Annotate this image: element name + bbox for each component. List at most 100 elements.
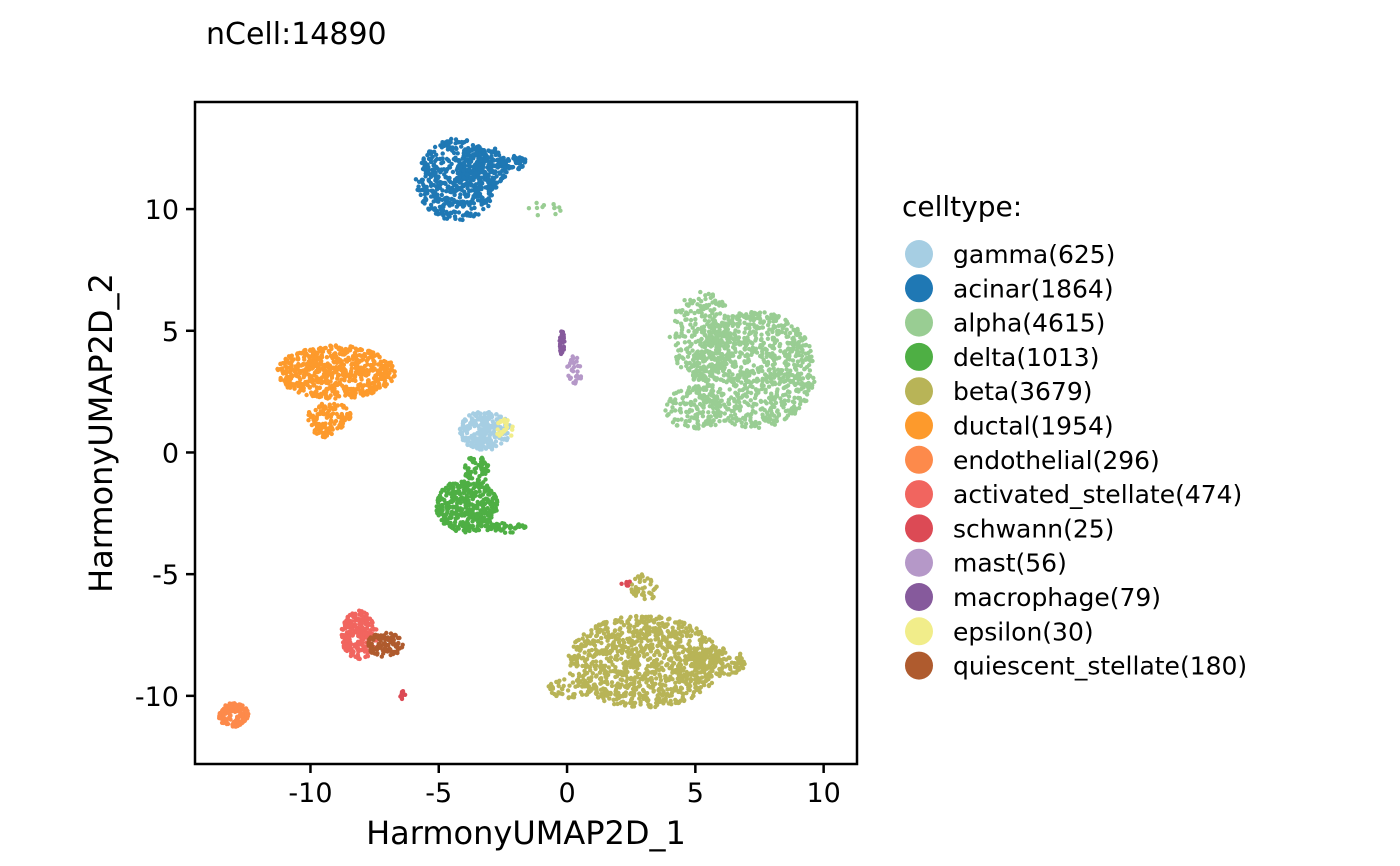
point-series-5 <box>303 367 308 372</box>
point-series-4 <box>697 638 702 643</box>
point-series-4 <box>645 629 651 634</box>
point-series-1 <box>426 165 431 170</box>
point-series-1 <box>460 156 465 161</box>
point-series-5 <box>322 389 327 394</box>
point-series-4 <box>661 655 666 660</box>
point-series-2 <box>683 402 688 407</box>
point-series-4 <box>602 650 607 655</box>
point-series-4 <box>634 685 639 691</box>
point-series-4 <box>637 693 643 698</box>
point-series-4 <box>737 659 742 665</box>
point-series-4 <box>594 687 599 692</box>
point-series-2 <box>690 301 695 306</box>
point-series-1 <box>446 144 451 149</box>
point-series-2 <box>748 398 753 403</box>
point-series-3 <box>438 490 444 495</box>
point-series-2 <box>760 415 766 420</box>
point-series-0 <box>494 412 499 417</box>
point-series-5 <box>360 357 366 362</box>
point-series-4 <box>604 619 609 625</box>
point-series-5 <box>312 393 317 398</box>
point-series-4 <box>603 626 608 632</box>
point-series-3 <box>468 524 473 530</box>
point-series-4 <box>643 636 649 641</box>
point-series-2 <box>803 336 808 341</box>
point-series-4 <box>620 637 626 643</box>
point-series-5 <box>347 413 352 419</box>
point-series-1 <box>468 211 473 216</box>
point-series-1 <box>473 194 478 199</box>
point-series-5 <box>349 366 354 371</box>
point-series-2 <box>722 303 728 308</box>
point-series-5 <box>306 412 311 418</box>
point-series-2 <box>786 398 791 403</box>
point-series-2 <box>735 378 741 383</box>
point-series-4 <box>591 654 596 659</box>
point-series-1 <box>442 172 447 177</box>
point-series-5 <box>340 383 345 388</box>
point-series-2 <box>749 420 754 425</box>
point-series-4 <box>593 674 599 679</box>
point-series-2 <box>781 393 786 398</box>
point-series-4 <box>574 654 579 659</box>
point-series-2 <box>758 407 763 412</box>
point-series-4 <box>594 624 600 630</box>
point-series-5 <box>389 367 395 372</box>
point-series-3 <box>450 511 456 516</box>
point-series-1 <box>442 180 448 186</box>
point-series-1 <box>514 160 520 165</box>
point-series-2 <box>551 202 556 207</box>
point-series-4 <box>693 649 699 655</box>
point-series-2 <box>763 387 768 392</box>
point-series-2 <box>733 333 738 338</box>
point-series-5 <box>320 366 325 371</box>
point-series-2 <box>784 334 789 339</box>
point-series-3 <box>470 458 475 463</box>
point-series-2 <box>706 382 711 387</box>
point-series-4 <box>648 664 653 669</box>
point-series-4 <box>646 698 651 703</box>
point-series-2 <box>767 327 772 332</box>
point-series-2 <box>673 335 678 340</box>
point-series-4 <box>588 641 593 646</box>
point-series-1 <box>455 151 460 156</box>
point-series-3 <box>489 515 494 520</box>
point-series-5 <box>337 359 343 364</box>
point-series-3 <box>442 520 447 525</box>
point-series-4 <box>664 624 669 629</box>
point-series-2 <box>780 325 785 330</box>
point-series-2 <box>737 408 743 413</box>
point-series-5 <box>317 385 322 391</box>
point-series-2 <box>783 330 788 336</box>
point-series-1 <box>497 170 502 175</box>
point-series-4 <box>632 656 638 661</box>
point-series-2 <box>714 338 719 344</box>
point-series-2 <box>771 319 776 324</box>
point-series-1 <box>468 176 473 181</box>
point-series-4 <box>579 656 584 661</box>
point-series-4 <box>641 590 646 595</box>
point-series-2 <box>790 358 796 363</box>
point-series-4 <box>652 586 658 591</box>
point-series-2 <box>750 368 755 374</box>
point-series-1 <box>448 201 454 206</box>
point-series-2 <box>699 314 705 319</box>
point-series-0 <box>482 434 487 439</box>
point-series-2 <box>748 383 753 389</box>
point-series-4 <box>654 700 659 706</box>
point-series-2 <box>799 357 804 362</box>
point-series-2 <box>672 318 678 324</box>
point-series-5 <box>339 411 344 417</box>
point-series-0 <box>489 445 495 450</box>
point-series-5 <box>308 358 313 363</box>
point-series-5 <box>324 433 330 438</box>
point-series-4 <box>560 686 565 692</box>
point-series-3 <box>459 481 465 487</box>
point-series-5 <box>298 377 303 382</box>
point-series-2 <box>535 213 540 218</box>
point-series-4 <box>616 636 621 641</box>
point-series-2 <box>695 338 701 344</box>
point-series-2 <box>758 337 764 343</box>
point-series-1 <box>434 179 439 184</box>
point-series-1 <box>413 177 419 182</box>
